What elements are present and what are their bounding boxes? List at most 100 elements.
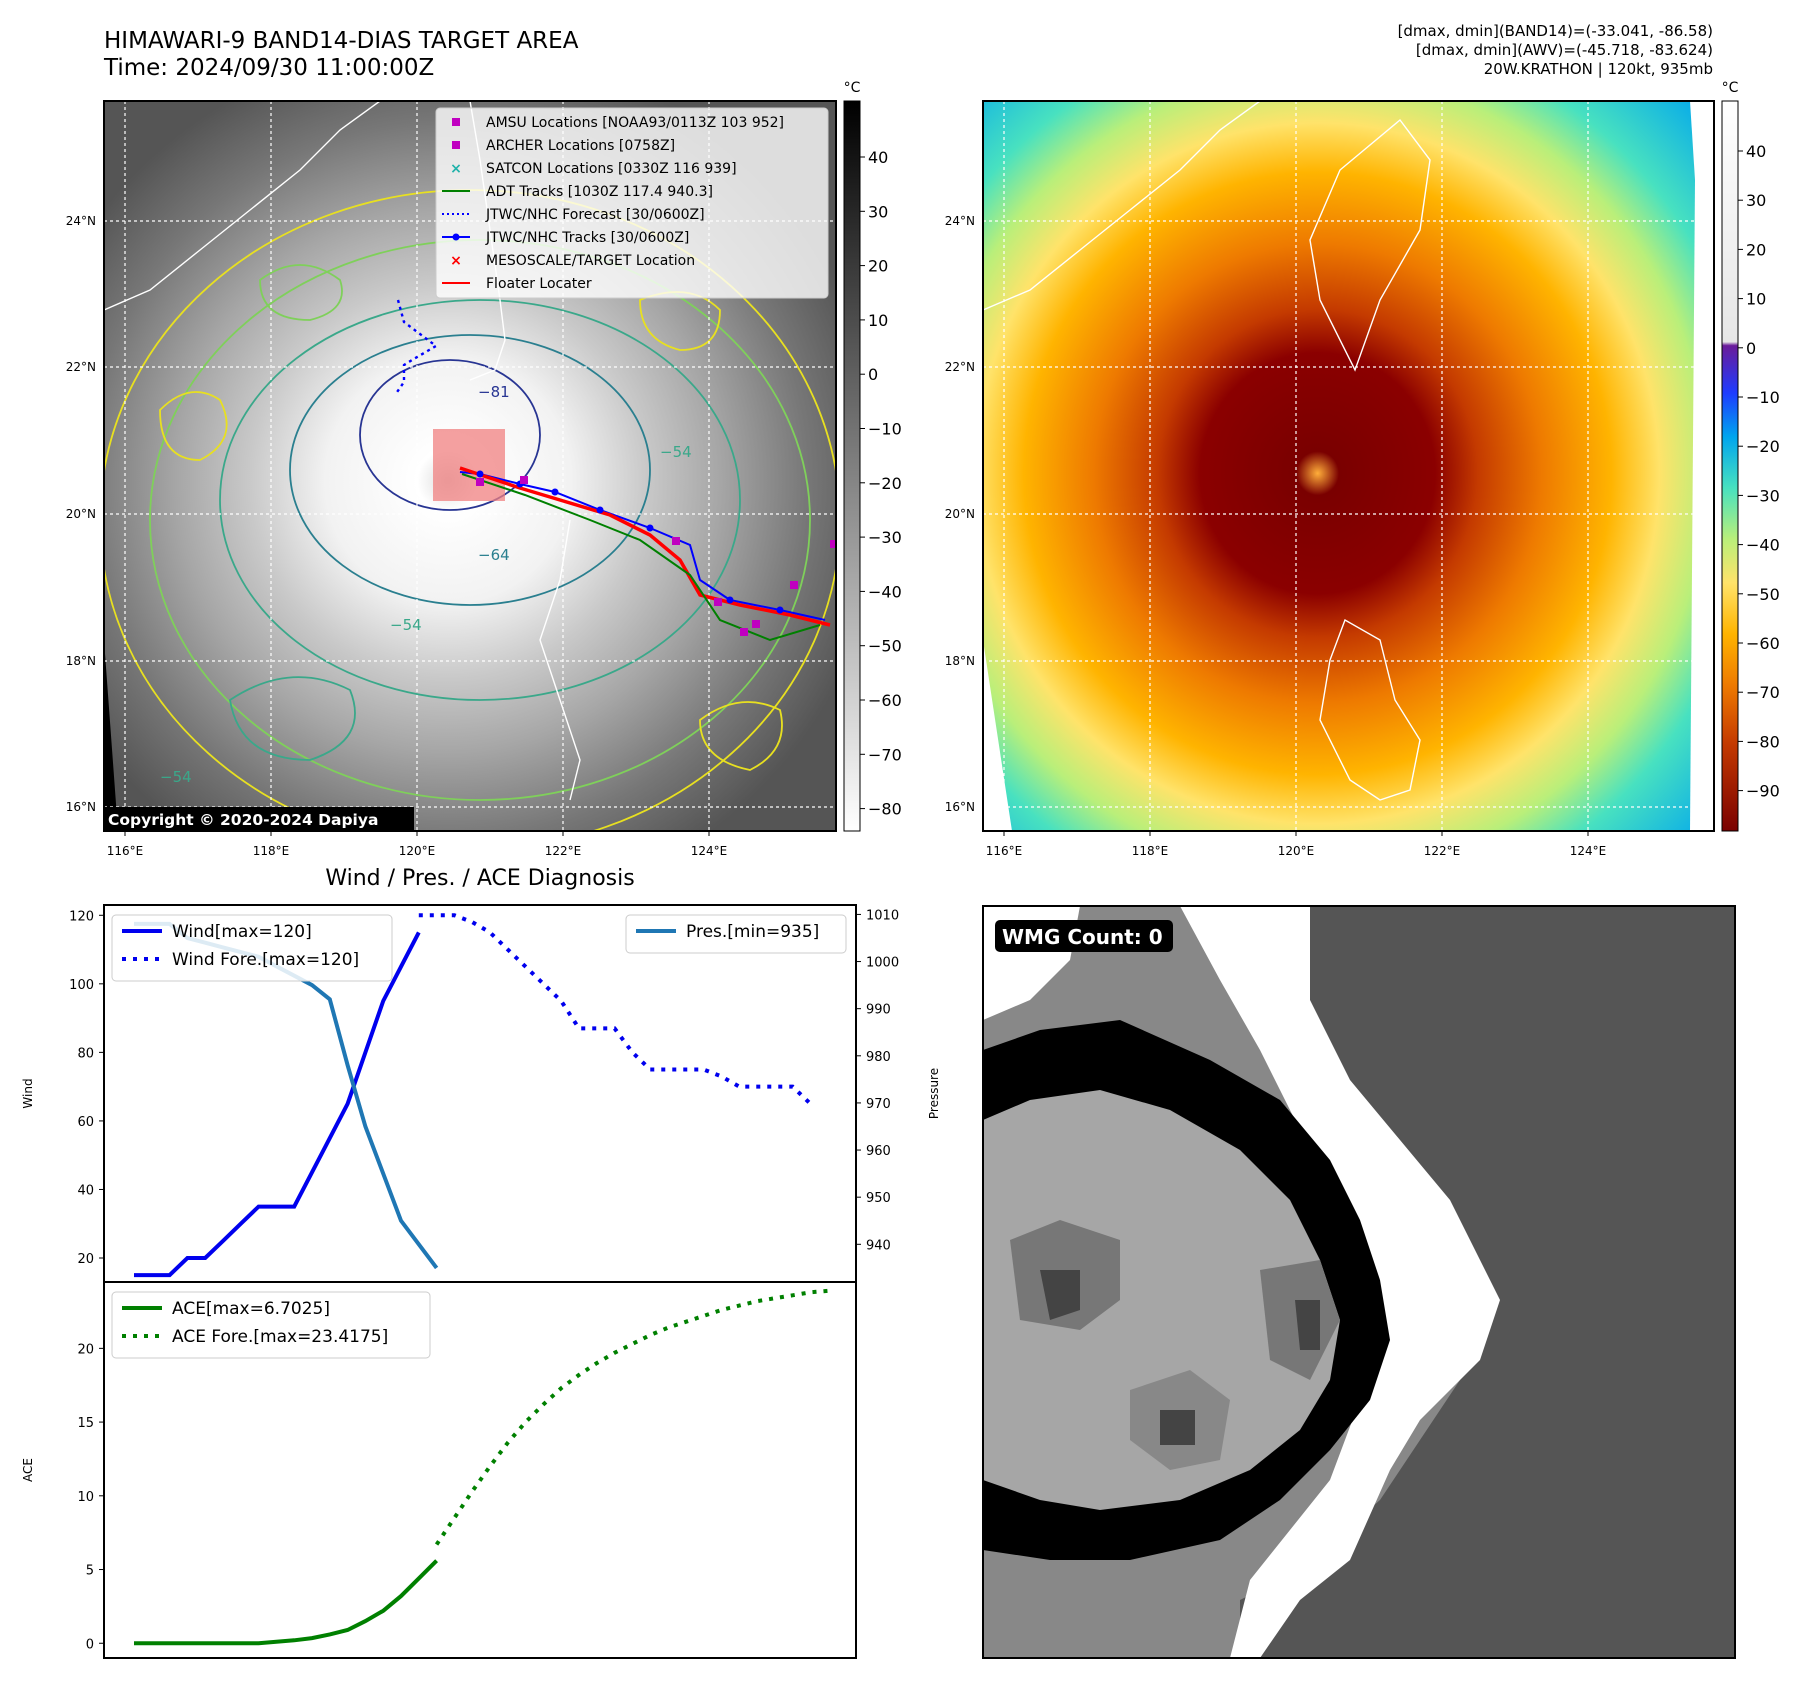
wmg-count-badge <box>995 920 1173 952</box>
amsu-archer-points <box>476 476 836 636</box>
y-tick-label: 20 <box>77 1252 94 1267</box>
colorbar-tick-label: −40 <box>1746 536 1780 555</box>
colorbar-tick-label: −70 <box>1746 683 1780 702</box>
ace-chart: 0 5 10 15 20 ACE ACE[max=6.7025] ACE Fore.[max=… <box>21 1281 857 1659</box>
legend-label: JTWC/NHC Forecast [30/0600Z] <box>485 207 705 223</box>
copyright-box <box>104 807 414 831</box>
map-gridlines <box>983 101 1714 831</box>
y2-tick-label: 990 <box>866 1003 891 1018</box>
y2-tick-label: 940 <box>866 1238 891 1253</box>
contour-label: −54 <box>160 768 192 786</box>
coastline-luzon <box>539 519 581 801</box>
legend-marker: × <box>450 161 462 177</box>
legend-label: ARCHER Locations [0758Z] <box>486 138 675 154</box>
map-lon-tick-label: 120°E <box>399 844 436 858</box>
map-lat-tick-label: 24°N <box>66 214 96 228</box>
legend-marker <box>452 118 460 126</box>
coastline-china <box>983 101 1261 311</box>
chart-legend-box <box>625 914 847 954</box>
colorbar-tick-label: −90 <box>1746 782 1780 801</box>
chart-legend-box <box>111 1291 431 1359</box>
map-lon-tick-label: 118°E <box>1132 844 1169 858</box>
colorbar-tick-label: −40 <box>868 582 902 601</box>
colorbar-unit: °C <box>1722 80 1739 96</box>
adt-track <box>461 473 821 642</box>
chart-legend-label: ACE Fore.[max=23.4175] <box>172 1327 388 1347</box>
colorbar-tick-label: 30 <box>868 202 888 221</box>
series-line-ace <box>134 1559 439 1646</box>
map-lat-tick-label: 24°N <box>945 214 975 228</box>
ir-gray-map: −81 −54 −64 −54 −54 −31 Copyright © 2020… <box>103 100 837 834</box>
color-colorbar: °C 40 30 20 10 0 −10 −20 −30 −40 −50 −60 −70 −80 −90 <box>1721 80 1780 832</box>
chart-time: Time: 2024/09/30 11:00:00Z <box>104 55 435 81</box>
y2-axis-label: Pressure <box>927 1068 941 1119</box>
jtwc-forecast-track <box>394 299 439 396</box>
map-lat-tick-label: 18°N <box>66 654 96 668</box>
contour-label: −81 <box>478 383 510 401</box>
map-nodata-edge <box>104 101 118 831</box>
copyright-text: Copyright © 2020-2024 Dapiya <box>108 811 378 829</box>
y2-tick-label: 970 <box>866 1097 891 1112</box>
colorbar-tick-label: 0 <box>1746 339 1756 358</box>
map-lon-tick-label: 122°E <box>1424 844 1461 858</box>
colorbar-tick-label: −50 <box>1746 585 1780 604</box>
y-tick-label: 0 <box>86 1637 94 1652</box>
colorbar-tick-label: −10 <box>1746 388 1780 407</box>
chart-title: HIMAWARI-9 BAND14-DIAS TARGET AREA <box>104 28 579 54</box>
colorbar-tick-label: −20 <box>1746 437 1780 456</box>
info-awv: [dmax, dmin](AWV)=(-45.718, -83.624) <box>1415 41 1713 59</box>
colorbar-unit: °C <box>844 80 861 96</box>
legend-marker: × <box>450 253 462 269</box>
y-tick-label: 120 <box>69 909 94 924</box>
legend-label: SATCON Locations [0330Z 116 939] <box>486 161 737 177</box>
chart-legend-box <box>111 914 393 982</box>
chart-legend-label: Wind Fore.[max=120] <box>172 950 359 970</box>
colorbar-tick-label: −20 <box>868 474 902 493</box>
map-lon-tick-label: 116°E <box>107 844 144 858</box>
y-tick-label: 10 <box>77 1490 94 1505</box>
map-lat-tick-label: 22°N <box>945 360 975 374</box>
y-tick-label: 15 <box>77 1416 94 1431</box>
y-tick-label: 60 <box>77 1115 94 1130</box>
diagnosis-title: Wind / Pres. / ACE Diagnosis <box>325 866 634 891</box>
colorbar-tick-label: 20 <box>1746 240 1766 259</box>
y2-tick-label: 960 <box>866 1144 891 1159</box>
y2-tick-label: 980 <box>866 1050 891 1065</box>
legend-marker <box>452 233 460 241</box>
wind-pressure-chart: 20 40 60 80 100 120 Wind 940 950 960 970 980 990 1000… <box>21 904 941 1283</box>
colorbar-tick-label: 30 <box>1746 191 1766 210</box>
map-lat-tick-label: 16°N <box>66 800 96 814</box>
series-line-wind <box>134 931 421 1278</box>
chart-legend-label: ACE[max=6.7025] <box>172 1299 330 1319</box>
map-lat-tick-label: 20°N <box>66 507 96 521</box>
map-lat-tick-label: 22°N <box>66 360 96 374</box>
colorbar-tick-label: 20 <box>868 257 888 276</box>
chart-legend-label: Wind[max=120] <box>172 922 312 942</box>
legend-label: Floater Locater <box>486 276 592 292</box>
coastline-china <box>104 101 381 311</box>
legend-label: ADT Tracks [1030Z 117.4 940.3] <box>486 184 713 200</box>
contour-label: −54 <box>660 443 692 461</box>
map-lon-tick-label: 116°E <box>986 844 1023 858</box>
y-tick-label: 40 <box>77 1183 94 1198</box>
contour-64 <box>289 334 651 606</box>
contour-label: −54 <box>390 616 422 634</box>
series-line-wind-fore- <box>418 913 812 1106</box>
colorbar-tick-label: 10 <box>1746 290 1766 309</box>
y-tick-label: 20 <box>77 1342 94 1357</box>
colorbar-tick-label: −80 <box>868 800 902 819</box>
colorbar-tick-label: −60 <box>1746 634 1780 653</box>
map-lat-tick-label: 16°N <box>945 800 975 814</box>
wmg-count-label: WMG Count: 0 <box>1002 925 1163 949</box>
legend-marker <box>452 141 460 149</box>
ir-color-map <box>982 100 1715 832</box>
map-lat-tick-label: 20°N <box>945 507 975 521</box>
colorbar-tick-label: −60 <box>868 691 902 710</box>
y-tick-label: 100 <box>69 978 94 993</box>
target-area-box <box>433 429 505 501</box>
contour-label: −64 <box>478 546 510 564</box>
map-lon-tick-label: 124°E <box>1570 844 1607 858</box>
chart-legend-label: Pres.[min=935] <box>686 922 819 942</box>
y-tick-label: 5 <box>86 1564 94 1579</box>
